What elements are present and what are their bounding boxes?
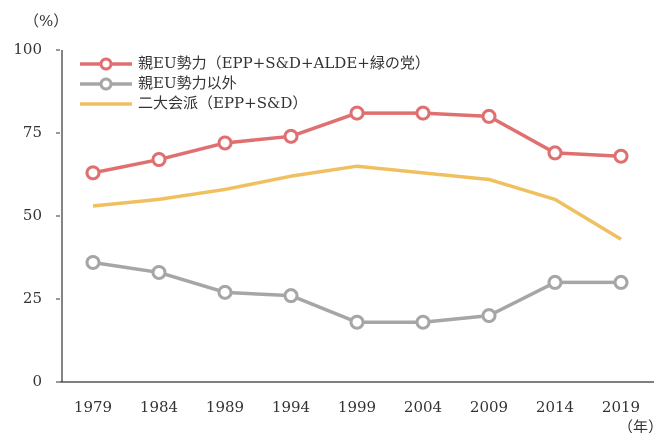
x-tick-label: 2019 <box>602 398 640 416</box>
y-tick-label: 50 <box>23 206 42 224</box>
point <box>151 152 167 168</box>
y-tick-label: 0 <box>32 372 42 390</box>
point <box>547 274 563 290</box>
point <box>283 128 299 144</box>
y-tick-label: 75 <box>23 123 42 141</box>
point <box>217 135 233 151</box>
x-tick-label: 2004 <box>404 398 442 416</box>
point <box>349 105 365 121</box>
point <box>481 108 497 124</box>
point <box>349 314 365 330</box>
point <box>85 254 101 270</box>
legend-label: 親EU勢力以外 <box>138 74 237 92</box>
x-tick-label: 1989 <box>206 398 244 416</box>
point <box>481 308 497 324</box>
point <box>283 288 299 304</box>
series-line <box>92 164 622 241</box>
x-tick-label: 1999 <box>338 398 376 416</box>
point <box>547 145 563 161</box>
point <box>613 274 629 290</box>
series-line <box>92 111 622 175</box>
point <box>151 264 167 280</box>
point <box>415 314 431 330</box>
x-tick-label: 1984 <box>140 398 178 416</box>
x-tick-label: 2014 <box>536 398 574 416</box>
point <box>217 284 233 300</box>
legend-marker <box>99 77 113 91</box>
x-tick-label: 1979 <box>74 398 112 416</box>
legend-label: 親EU勢力（EPP+S&D+ALDE+緑の党） <box>138 54 430 72</box>
point <box>415 105 431 121</box>
y-tick-label: 100 <box>13 40 42 58</box>
point <box>85 165 101 181</box>
x-unit: （年） <box>618 418 663 433</box>
y-tick-label: 25 <box>23 289 42 307</box>
y-unit: （%） <box>24 12 68 30</box>
x-tick-label: 2009 <box>470 398 508 416</box>
point <box>613 148 629 164</box>
legend-marker <box>99 57 113 71</box>
series-line <box>92 260 621 324</box>
legend-label: 二大会派（EPP+S&D） <box>138 94 307 112</box>
x-tick-label: 1994 <box>272 398 310 416</box>
